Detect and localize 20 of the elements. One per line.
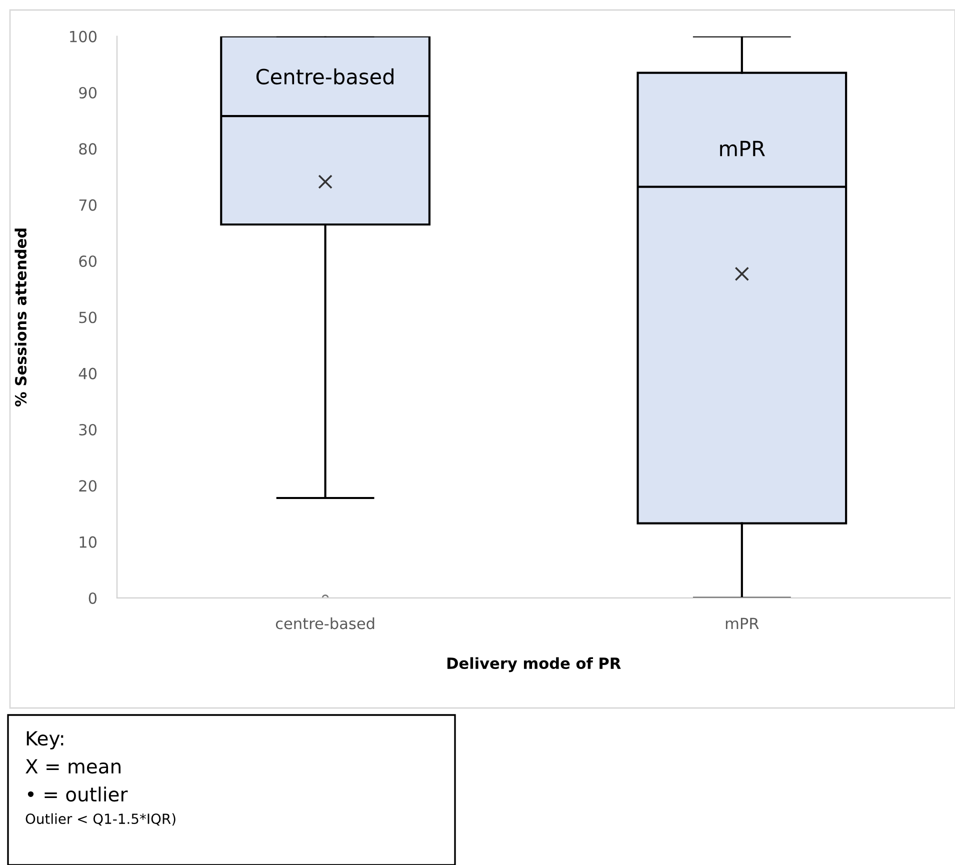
annotation: Centre-based [256,68,394,84]
y-tick-label: 20 [79,480,97,492]
y-axis-title: % Sessions attended [14,228,27,406]
y-tick-label: 100 [70,30,97,42]
y-tick-label: 30 [79,424,97,436]
text: • = outlier [28,786,128,802]
text: Outlier < Q1-1.5*IQR) [26,813,176,826]
y-tick-label: 60 [79,255,97,268]
y-tick-label: 10 [80,536,97,548]
annotation: mPR [720,140,765,156]
y-tick-label: 70 [79,199,97,211]
y-tick-label: 40 [78,368,97,380]
x-tick-label: centre-based [276,617,374,630]
text: X = mean [26,759,120,774]
y-tick-label: 90 [79,86,97,99]
y-tick-label: 80 [79,143,97,155]
text: Key: [26,731,64,750]
y-tick-label: 0 [88,592,97,604]
x-axis-title: Delivery mode of PR [447,657,621,672]
y-tick-label: 50 [79,312,97,324]
